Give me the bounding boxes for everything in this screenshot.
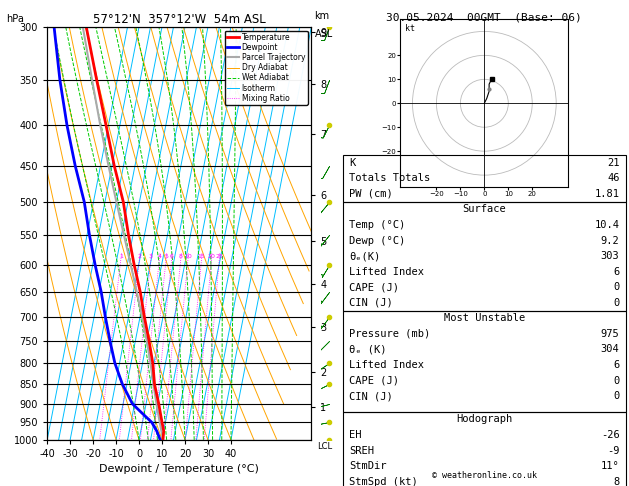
Text: 6: 6: [613, 360, 620, 370]
Text: 1.81: 1.81: [594, 189, 620, 199]
Text: Most Unstable: Most Unstable: [443, 313, 525, 323]
Text: km: km: [314, 11, 330, 21]
Text: 304: 304: [601, 345, 620, 354]
Text: CAPE (J): CAPE (J): [349, 282, 399, 292]
Text: 10.4: 10.4: [594, 220, 620, 230]
Text: CAPE (J): CAPE (J): [349, 376, 399, 385]
Text: LCL: LCL: [316, 442, 331, 451]
Text: Surface: Surface: [462, 205, 506, 214]
Text: K: K: [349, 158, 355, 168]
Text: 6: 6: [170, 254, 174, 259]
Text: 0: 0: [613, 298, 620, 308]
Text: StmDir: StmDir: [349, 461, 387, 471]
Text: CIN (J): CIN (J): [349, 298, 393, 308]
Text: -9: -9: [607, 446, 620, 455]
Text: 975: 975: [601, 329, 620, 339]
Text: Totals Totals: Totals Totals: [349, 174, 430, 183]
Text: 25: 25: [215, 254, 223, 259]
Text: CIN (J): CIN (J): [349, 391, 393, 401]
Text: 3: 3: [149, 254, 153, 259]
Text: kt: kt: [405, 24, 415, 33]
Title: 57°12'N  357°12'W  54m ASL: 57°12'N 357°12'W 54m ASL: [93, 13, 265, 26]
Text: Pressure (mb): Pressure (mb): [349, 329, 430, 339]
X-axis label: Dewpoint / Temperature (°C): Dewpoint / Temperature (°C): [99, 465, 259, 474]
Text: 5: 5: [164, 254, 168, 259]
Text: SREH: SREH: [349, 446, 374, 455]
Text: 20: 20: [208, 254, 215, 259]
Text: ASL: ASL: [314, 29, 333, 39]
Text: 10: 10: [184, 254, 192, 259]
Text: Hodograph: Hodograph: [456, 415, 513, 424]
Text: PW (cm): PW (cm): [349, 189, 393, 199]
Text: 11°: 11°: [601, 461, 620, 471]
Text: EH: EH: [349, 430, 362, 440]
Text: 9.2: 9.2: [601, 236, 620, 245]
Text: 0: 0: [613, 376, 620, 385]
Text: -26: -26: [601, 430, 620, 440]
Text: StmSpd (kt): StmSpd (kt): [349, 477, 418, 486]
Text: 8: 8: [179, 254, 183, 259]
Text: 6: 6: [613, 267, 620, 277]
Text: 1: 1: [119, 254, 123, 259]
Text: 2: 2: [138, 254, 142, 259]
Text: 0: 0: [613, 391, 620, 401]
Text: Lifted Index: Lifted Index: [349, 360, 424, 370]
Text: hPa: hPa: [6, 14, 24, 24]
Text: Lifted Index: Lifted Index: [349, 267, 424, 277]
Text: θₑ(K): θₑ(K): [349, 251, 381, 261]
Text: 46: 46: [607, 174, 620, 183]
Text: 0: 0: [613, 282, 620, 292]
Text: © weatheronline.co.uk: © weatheronline.co.uk: [432, 471, 537, 480]
Text: 303: 303: [601, 251, 620, 261]
Text: 8: 8: [613, 477, 620, 486]
Text: 15: 15: [198, 254, 206, 259]
Legend: Temperature, Dewpoint, Parcel Trajectory, Dry Adiabat, Wet Adiabat, Isotherm, Mi: Temperature, Dewpoint, Parcel Trajectory…: [225, 31, 308, 105]
Text: Temp (°C): Temp (°C): [349, 220, 405, 230]
Text: θₑ (K): θₑ (K): [349, 345, 387, 354]
Text: 30.05.2024  00GMT  (Base: 06): 30.05.2024 00GMT (Base: 06): [386, 12, 582, 22]
Text: 4: 4: [157, 254, 162, 259]
Text: Dewp (°C): Dewp (°C): [349, 236, 405, 245]
Text: 21: 21: [607, 158, 620, 168]
